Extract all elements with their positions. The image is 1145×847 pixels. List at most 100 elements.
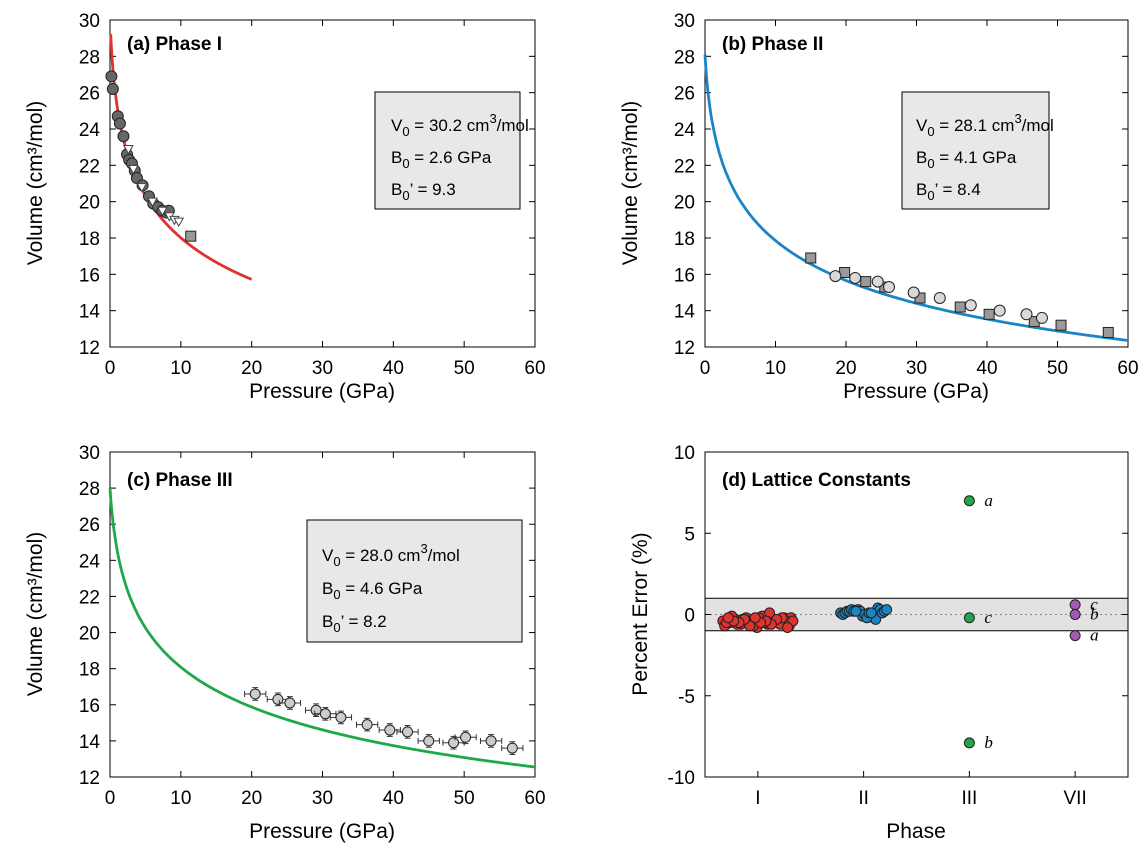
panel-d-yticks: 10 5 0 -5 -10	[668, 443, 1128, 789]
panel-d-ytick-label: 5	[684, 524, 695, 545]
panel-b-xtick-label: 20	[835, 358, 856, 379]
panel-b-b0: B0 = 4.1 GPa	[916, 148, 1017, 171]
panel-d-xtick-label: III	[961, 788, 977, 809]
data-point	[319, 708, 331, 720]
data-point	[460, 731, 472, 743]
panel-d-title: (d) Lattice Constants	[722, 470, 911, 491]
panel-b-ytick-label: 14	[674, 302, 696, 323]
panel-a-points	[105, 70, 197, 242]
data-point	[423, 735, 435, 747]
panel-b-legend-frame	[901, 91, 1050, 210]
panel-c-xticks: 0 10 20 30 40 50 60	[105, 452, 546, 809]
panel-a-xticks: 0 10 20 30 40 50 60	[105, 20, 546, 379]
data-point	[384, 724, 396, 736]
panel-b-ytick-label: 16	[674, 265, 695, 286]
panel-b-ytick-label: 18	[674, 229, 695, 250]
panel-b-ytick-label: 22	[674, 156, 695, 177]
data-point	[871, 275, 884, 288]
panel-b-xtick-label: 60	[1117, 358, 1138, 379]
data-point	[1055, 319, 1067, 331]
panel-c-yticks: 12 14 16 18 20 22 24 26 28 30	[79, 443, 535, 789]
data-point	[448, 737, 460, 749]
data-point	[361, 719, 373, 731]
lattice-point	[781, 622, 793, 633]
data-point	[506, 742, 518, 754]
lattice-point-label: b	[1090, 605, 1099, 624]
panel-b-ytick-label: 12	[674, 338, 695, 359]
panel-c-xtick-label: 30	[312, 788, 333, 809]
data-point	[272, 693, 284, 705]
panel-a-xtick-label: 20	[241, 358, 262, 379]
panel-a: 12 14 16 18 20 22 24 26 28 30 0 10 20 30 40 50 60 (a) P…	[24, 11, 546, 403]
panel-b-xtick-label: 40	[976, 358, 997, 379]
lattice-point-label: b	[984, 733, 993, 752]
data-point	[310, 704, 322, 716]
panel-d-xtick-label: I	[755, 788, 760, 809]
panel-c-ytick-label: 22	[79, 587, 100, 608]
panel-b-v0: V0 = 28.1 cm3/mol	[916, 111, 1054, 139]
panel-a-xtick-label: 50	[454, 358, 475, 379]
lattice-point	[749, 612, 761, 624]
lattice-point	[722, 612, 734, 624]
panel-c-xtick-label: 40	[383, 788, 404, 809]
panel-a-ytick-label: 14	[79, 302, 101, 323]
panel-a-ytick-label: 28	[79, 47, 100, 68]
data-point	[249, 688, 261, 700]
data-point	[829, 270, 842, 283]
panel-a-title: (a) Phase I	[127, 34, 222, 55]
panel-c-xtick-label: 10	[170, 788, 191, 809]
panel-c-ytick-label: 20	[79, 624, 100, 645]
panel-a-legend-frame	[374, 91, 521, 210]
panel-d-ytick-label: -5	[678, 687, 695, 708]
lattice-point	[1069, 630, 1081, 642]
data-point	[907, 286, 920, 299]
data-point	[964, 299, 977, 312]
panel-b-ytick-label: 20	[674, 193, 695, 214]
panel-c-xlabel: Pressure (GPa)	[249, 820, 395, 843]
data-point	[157, 206, 168, 217]
panel-c: 12 14 16 18 20 22 24 26 28 30 0 10 20 30 40 50 60 (c) P…	[24, 443, 546, 843]
panel-a-ytick-label: 18	[79, 229, 100, 250]
panel-a-v0: V0 = 30.2 cm3/mol	[391, 111, 529, 139]
panel-a-ytick-label: 16	[79, 265, 100, 286]
data-point	[106, 83, 119, 96]
lattice-point	[1069, 609, 1081, 620]
data-point	[849, 271, 862, 284]
panel-c-fit	[108, 488, 535, 769]
lattice-point	[963, 737, 975, 749]
panel-c-v0: V0 = 28.0 cm3/mol	[322, 541, 460, 569]
panel-b-b0p: B0’ = 8.4	[916, 180, 981, 203]
panel-d-ytick-label: -10	[668, 768, 695, 789]
lattice-point	[1069, 599, 1081, 611]
panel-c-xtick-label: 0	[105, 788, 116, 809]
lattice-point	[881, 604, 893, 616]
data-point	[284, 697, 296, 709]
data-point	[1102, 326, 1114, 338]
panel-c-legend-frame	[306, 519, 523, 643]
panel-a-ytick-label: 12	[79, 338, 100, 359]
panel-b: 12 14 16 18 20 22 24 26 28 30 0 10 20 30 40 50 60 (b) P…	[619, 11, 1139, 403]
panel-c-fit-curve	[108, 488, 535, 769]
panel-a-b0: B0 = 2.6 GPa	[391, 148, 492, 171]
panel-b-xlabel: Pressure (GPa)	[843, 380, 989, 403]
panel-a-ytick-label: 24	[79, 120, 101, 141]
panel-a-xtick-label: 30	[312, 358, 333, 379]
panel-a-ytick-label: 30	[79, 11, 100, 32]
data-point	[1020, 308, 1033, 321]
panel-c-title: (c) Phase III	[127, 470, 233, 491]
panel-c-ytick-label: 18	[79, 660, 100, 681]
lattice-point-label: c	[984, 608, 992, 627]
panel-b-title: (b) Phase II	[722, 34, 823, 55]
panel-c-ytick-label: 12	[79, 768, 100, 789]
panel-c-xtick-label: 50	[454, 788, 475, 809]
data-point	[173, 217, 185, 228]
panel-a-ytick-label: 20	[79, 193, 100, 214]
data-point	[883, 281, 896, 294]
panel-c-legend-box: V0 = 28.0 cm3/mol B0 = 4.6 GPa B0’ = 8.2	[306, 519, 523, 643]
panel-b-xtick-label: 0	[700, 358, 711, 379]
data-point	[105, 70, 118, 83]
panel-a-ylabel: Volume (cm³/mol)	[24, 101, 47, 266]
data-point	[805, 252, 817, 264]
panel-b-xtick-label: 10	[765, 358, 786, 379]
